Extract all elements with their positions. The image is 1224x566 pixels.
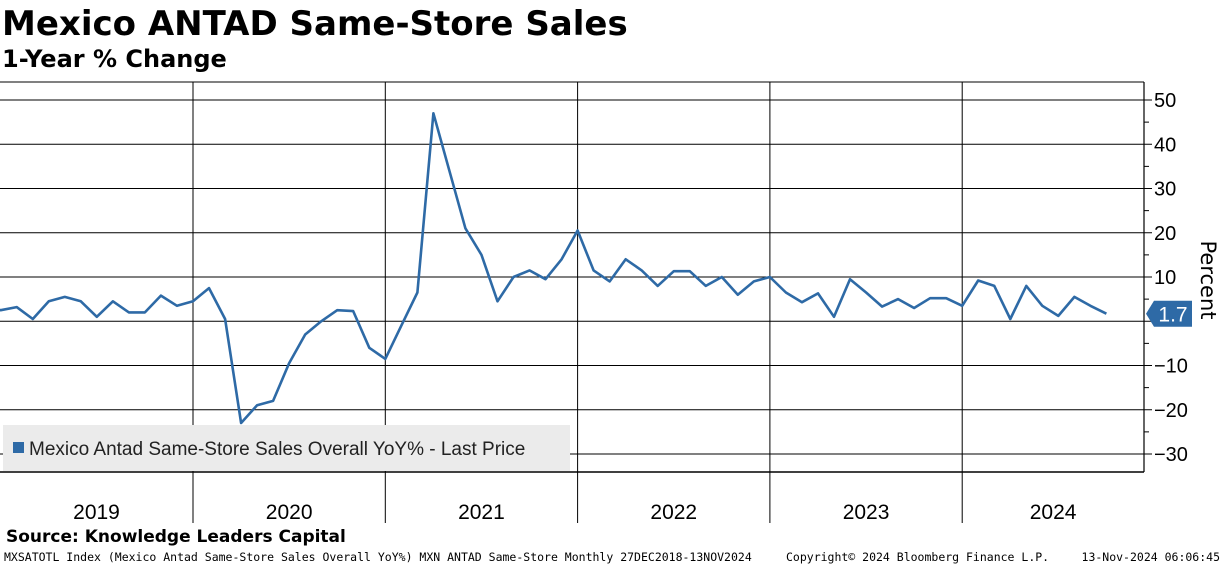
y-tick-label: 10	[1154, 267, 1176, 289]
legend-entry: Mexico Antad Same-Store Sales Overall Yo…	[29, 439, 525, 460]
last-value-label: 1.7	[1158, 304, 1187, 327]
x-tick-label: 2019	[73, 501, 120, 524]
line-chart: Mexico Antad Same-Store Sales Overall Yo…	[0, 81, 1220, 524]
x-tick-label: 2021	[458, 501, 505, 524]
chart-subtitle: 1-Year % Change	[2, 45, 227, 73]
footer-timestamp: 13-Nov-2024 06:06:45	[1081, 550, 1220, 564]
y-tick-label: −10	[1154, 356, 1188, 378]
y-tick-label: −30	[1154, 444, 1188, 466]
footer-ticker-info: MXSATOTL Index (Mexico Antad Same-Store …	[4, 550, 752, 564]
x-tick-label: 2024	[1030, 501, 1077, 524]
last-value-badge	[1146, 300, 1192, 327]
last-value-tag: 1.7	[1146, 300, 1192, 327]
legend-box	[3, 425, 570, 471]
series-line	[0, 112, 1107, 425]
y-tick-label: 40	[1154, 134, 1176, 156]
footer-copyright: Copyright© 2024 Bloomberg Finance L.P.	[786, 550, 1050, 564]
x-tick-label: 2023	[843, 501, 890, 524]
y-axis-label: Percent	[1196, 240, 1220, 319]
chart-title: Mexico ANTAD Same-Store Sales	[2, 4, 628, 44]
legend-swatch	[13, 442, 24, 453]
y-tick-label: −20	[1154, 400, 1188, 422]
x-tick-label: 2020	[266, 501, 313, 524]
x-tick-label: 2022	[650, 501, 697, 524]
y-tick-label: 50	[1154, 90, 1176, 112]
source-note: Source: Knowledge Leaders Capital	[6, 527, 346, 547]
y-tick-label: 20	[1154, 223, 1176, 245]
y-tick-label: 30	[1154, 179, 1176, 201]
